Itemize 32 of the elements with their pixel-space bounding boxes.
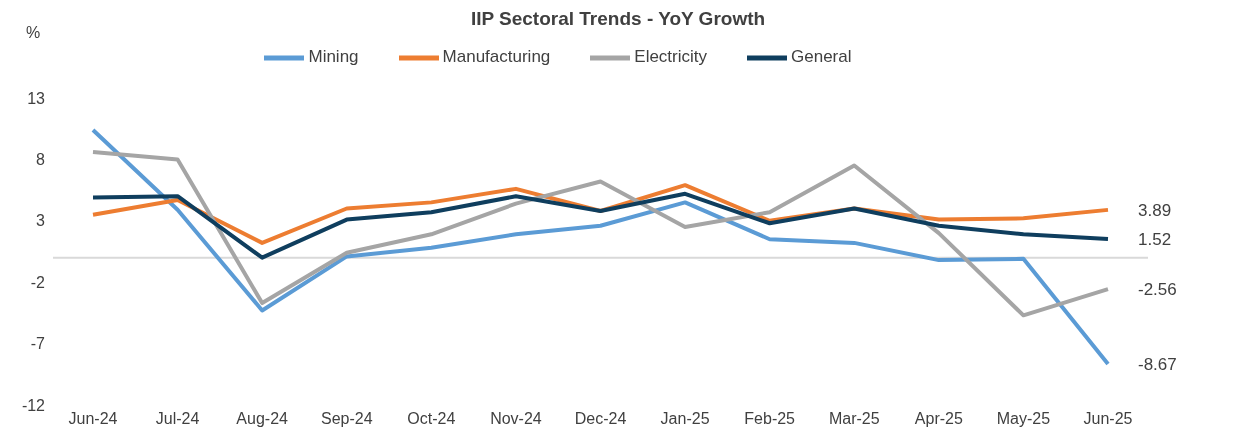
line-series — [91, 191, 1110, 260]
y-tick-label: 3 — [36, 212, 46, 230]
y-tick-label: -12 — [21, 396, 46, 414]
y-axis-title: % — [26, 24, 41, 42]
x-tick-label: Mar-25 — [828, 410, 880, 428]
x-tick-label: Jun-25 — [1083, 410, 1133, 428]
legend-label: Manufacturing — [442, 47, 551, 67]
data-label: -8.67 — [1138, 355, 1177, 375]
x-tick-label: Oct-24 — [407, 410, 456, 428]
x-tick-label: Jun-24 — [68, 410, 118, 428]
legend-label: Electricity — [634, 47, 708, 67]
x-tick-label: Apr-25 — [914, 410, 963, 428]
x-tick-label: Jul-24 — [155, 410, 200, 428]
x-tick-label: Sep-24 — [320, 410, 373, 428]
y-tick-label: -7 — [30, 335, 46, 353]
y-tick-label: 8 — [36, 151, 46, 169]
data-label: 1.52 — [1138, 229, 1172, 249]
chart-title: IIP Sectoral Trends - YoY Growth — [470, 8, 766, 29]
x-tick-label: Dec-24 — [574, 410, 627, 428]
line-series — [91, 127, 1110, 367]
y-tick-label: 13 — [27, 89, 46, 107]
data-label: -2.56 — [1138, 280, 1177, 300]
x-tick-label: Feb-25 — [744, 410, 796, 428]
legend-label: General — [791, 47, 852, 67]
x-tick-label: Jan-25 — [660, 410, 710, 428]
line-series — [91, 150, 1110, 318]
x-tick-label: Nov-24 — [490, 410, 542, 428]
x-tick-label: Aug-24 — [236, 410, 289, 428]
legend-label: Mining — [308, 47, 359, 67]
data-label: 3.89 — [1138, 200, 1172, 220]
x-tick-label: May-25 — [996, 410, 1051, 428]
y-tick-label: -2 — [30, 273, 46, 291]
